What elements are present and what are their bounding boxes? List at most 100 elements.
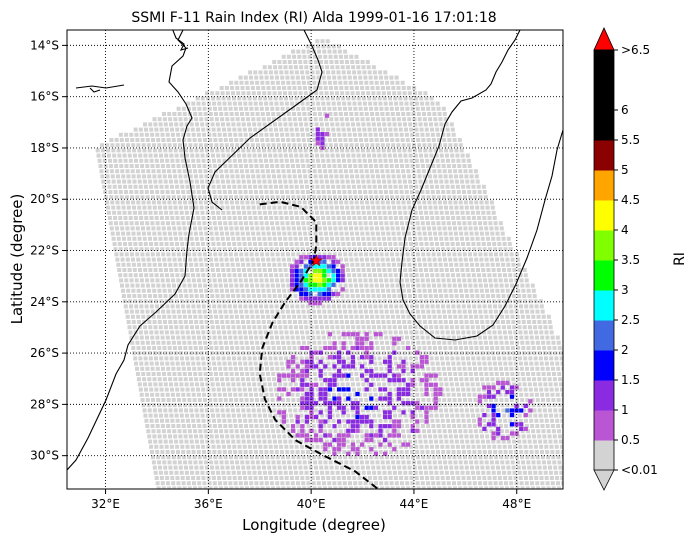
swath-pixel xyxy=(328,86,333,90)
swath-pixel xyxy=(414,356,418,361)
swath-pixel xyxy=(455,325,460,330)
swath-pixel xyxy=(418,210,423,215)
swath-pixel xyxy=(199,205,204,210)
swath-pixel xyxy=(283,153,288,158)
swath-pixel xyxy=(308,320,313,324)
swath-pixel xyxy=(250,372,255,376)
swath-pixel xyxy=(496,268,501,272)
swath-pixel xyxy=(148,236,152,241)
swath-pixel xyxy=(152,205,157,210)
swath-pixel xyxy=(286,398,291,402)
swath-pixel xyxy=(429,268,434,272)
swath-pixel xyxy=(223,138,228,142)
swath-pixel xyxy=(139,273,143,278)
swath-pixel xyxy=(135,138,140,142)
swath-pixel xyxy=(446,418,450,423)
swath-pixel xyxy=(232,101,237,106)
swath-pixel xyxy=(212,247,217,252)
swath-pixel xyxy=(213,283,218,288)
swath-pixel xyxy=(552,372,556,376)
swath-pixel xyxy=(269,247,274,252)
swath-pixel xyxy=(328,200,333,205)
swath-pixel xyxy=(503,392,508,397)
swath-pixel xyxy=(163,236,168,241)
swath-pixel xyxy=(120,283,124,288)
swath-pixel xyxy=(262,382,267,387)
swath-pixel xyxy=(337,164,342,168)
swath-pixel xyxy=(144,361,149,366)
swath-pixel xyxy=(230,231,235,236)
swath-pixel xyxy=(316,101,321,106)
swath-pixel xyxy=(254,75,259,80)
swath-pixel xyxy=(180,216,185,220)
swath-pixel xyxy=(152,174,157,179)
swath-pixel xyxy=(381,320,386,324)
swath-pixel xyxy=(196,418,201,423)
swath-pixel xyxy=(290,164,295,168)
swath-pixel xyxy=(435,273,440,278)
swath-pixel xyxy=(363,75,368,80)
swath-pixel xyxy=(169,382,173,387)
swath-pixel xyxy=(397,205,402,210)
swath-pixel xyxy=(528,356,533,361)
swath-pixel xyxy=(480,377,485,382)
swath-pixel xyxy=(465,236,470,241)
swath-pixel xyxy=(278,268,283,272)
swath-pixel xyxy=(325,356,330,361)
swath-pixel xyxy=(256,288,261,293)
swath-pixel xyxy=(387,236,392,241)
swath-pixel xyxy=(390,398,395,402)
swath-pixel xyxy=(506,236,511,241)
swath-pixel xyxy=(372,153,377,158)
swath-pixel xyxy=(394,132,399,137)
swath-pixel xyxy=(217,132,222,137)
swath-pixel xyxy=(337,366,342,371)
swath-pixel xyxy=(438,408,443,413)
swath-pixel xyxy=(128,330,133,335)
swath-pixel xyxy=(269,101,274,106)
swath-pixel xyxy=(459,294,464,298)
swath-pixel xyxy=(278,236,282,241)
swath-pixel xyxy=(295,158,300,163)
swath-pixel xyxy=(208,398,213,402)
swath-pixel xyxy=(290,75,295,80)
swath-pixel xyxy=(112,153,117,158)
swath-pixel xyxy=(534,361,539,366)
swath-pixel xyxy=(194,320,199,324)
swath-pixel xyxy=(185,127,190,132)
swath-pixel xyxy=(359,257,364,262)
swath-pixel xyxy=(259,335,264,340)
swath-pixel xyxy=(175,216,180,220)
swath-pixel xyxy=(381,231,386,236)
swath-pixel xyxy=(285,164,290,168)
swath-pixel xyxy=(95,148,100,153)
swath-pixel xyxy=(235,117,240,122)
swath-pixel xyxy=(480,320,485,324)
swath-pixel xyxy=(238,158,242,163)
swath-pixel xyxy=(517,413,522,418)
swath-pixel xyxy=(256,174,261,179)
swath-pixel xyxy=(503,278,508,283)
swath-pixel xyxy=(351,96,356,101)
swath-pixel xyxy=(283,325,288,330)
swath-pixel xyxy=(107,153,111,158)
swath-pixel xyxy=(507,299,512,304)
swath-pixel xyxy=(333,200,338,205)
swath-pixel xyxy=(286,314,291,319)
swath-pixel xyxy=(501,294,506,298)
swath-pixel xyxy=(137,320,141,324)
swath-pixel xyxy=(559,382,563,387)
swath-pixel xyxy=(365,231,370,236)
swath-pixel xyxy=(331,101,336,106)
swath-pixel xyxy=(168,205,173,210)
swath-pixel xyxy=(541,340,546,345)
swath-pixel xyxy=(207,309,212,314)
swath-pixel xyxy=(315,242,320,246)
swath-pixel xyxy=(214,346,219,350)
swath-pixel xyxy=(223,340,228,345)
swath-pixel xyxy=(148,122,153,127)
swath-pixel xyxy=(370,231,375,236)
swath-pixel xyxy=(307,169,312,174)
swath-pixel xyxy=(308,143,312,148)
swath-pixel xyxy=(390,195,395,200)
